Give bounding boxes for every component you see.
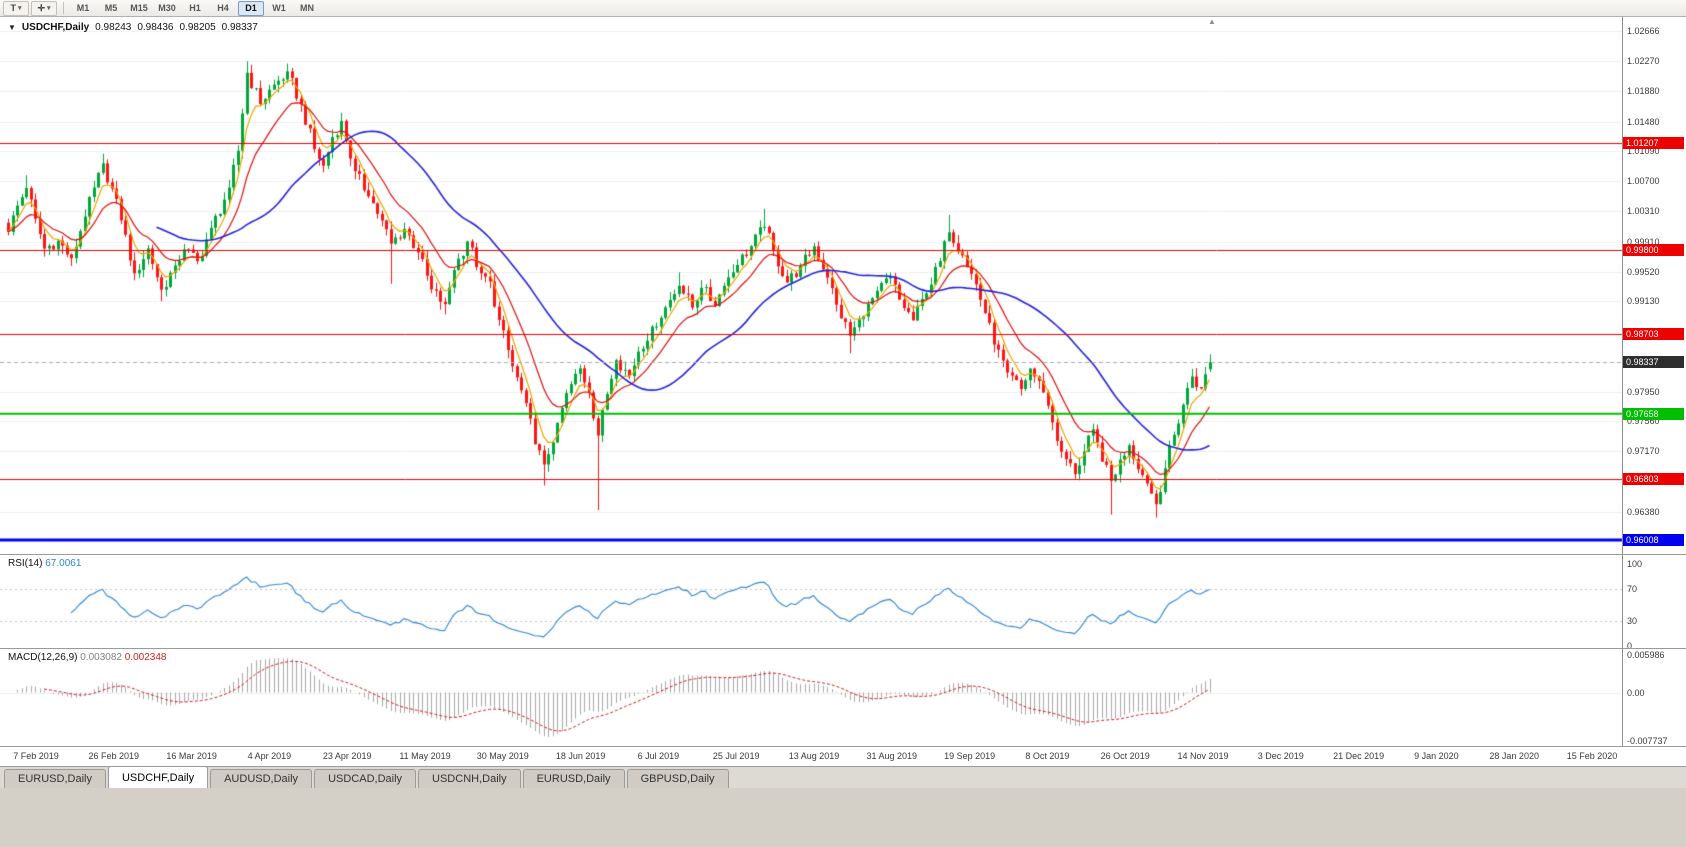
date-tick: 30 May 2019: [476, 751, 529, 761]
timeframe-M5[interactable]: M5: [104, 3, 118, 13]
pane-splitter-rsi[interactable]: [0, 554, 1686, 555]
date-axis: 7 Feb 2019 26 Feb 2019 16 Mar 2019 4 Apr 20…: [0, 748, 1686, 766]
price-axis-tick: 1.00310: [1627, 206, 1660, 217]
macd-axis-tick: 0.00: [1627, 687, 1645, 698]
price-level-label: 0.98703: [1623, 327, 1684, 340]
timeframe-MN[interactable]: MN: [300, 3, 314, 13]
macd-label: MACD(12,26,9) 0.003082 0.002348: [8, 652, 166, 663]
macd-title: MACD(12,26,9): [8, 652, 78, 663]
chart-tabs: EURUSD,Daily USDCHF,Daily AUDUSD,Daily USDC…: [0, 766, 1686, 788]
date-tick: 6 Jul 2019: [637, 751, 680, 761]
crosshair-icon: ✛: [37, 2, 46, 13]
macd-axis-tick: 0.005986: [1627, 649, 1665, 660]
macd-main-value: 0.003082: [80, 652, 122, 663]
chart-tab-usdcnh-4[interactable]: USDCNH,Daily: [418, 769, 521, 788]
date-tick: 8 Oct 2019: [1025, 751, 1070, 761]
symbol-period: USDCHF,Daily: [21, 22, 90, 33]
price-axis-tick: 0.99910: [1627, 236, 1660, 247]
rsi-value: 67.0061: [45, 558, 82, 569]
macd-signal-value: 0.002348: [124, 652, 167, 663]
date-tick: 18 Jun 2019: [555, 751, 606, 761]
templates-button-label: T: [10, 3, 16, 13]
templates-button[interactable]: T ▾: [3, 0, 29, 16]
chart-tab-audusd-2[interactable]: AUDUSD,Daily: [210, 769, 313, 788]
ohlc-close: 0.98337: [221, 22, 258, 33]
rsi-axis-tick: 30: [1627, 616, 1638, 627]
price-axis-border: [1622, 17, 1623, 747]
rsi-axis-tick: 100: [1627, 559, 1643, 569]
price-level-label: 0.97658: [1623, 407, 1684, 420]
one-click-trading-toggle[interactable]: ▼: [8, 23, 16, 32]
date-tick: 19 Sep 2019: [944, 751, 996, 761]
macd-axis-tick: -0.007737: [1627, 735, 1668, 746]
price-axis-tick: 0.97950: [1627, 386, 1660, 397]
timeframe-buttons: M1 M5 M15 M30 H1 H4 D1 W1 MN: [70, 0, 320, 16]
price-axis-tick: 1.00700: [1627, 176, 1660, 187]
chart-tab-eurusd-0[interactable]: EURUSD,Daily: [4, 769, 106, 788]
ohlc-high: 0.98436: [137, 22, 174, 33]
chevron-down-icon: ▾: [17, 5, 22, 12]
price-level-label: 0.96008: [1623, 534, 1684, 546]
current-price-label: 0.98337: [1623, 355, 1684, 368]
date-tick: 7 Feb 2019: [13, 751, 59, 761]
bottom-filler: [0, 788, 1686, 847]
date-tick: 15 Feb 2020: [1566, 751, 1618, 761]
timeframe-H4[interactable]: H4: [217, 3, 229, 13]
date-tick: 25 Jul 2019: [712, 751, 760, 761]
chart-tab-usdchf-1[interactable]: USDCHF,Daily: [107, 766, 209, 788]
price-axis-tick: 0.97560: [1627, 416, 1660, 427]
price-axis-tick: 0.99520: [1627, 266, 1660, 277]
price-axis-tick: 0.97170: [1627, 446, 1660, 457]
ohlc-open: 0.98243: [95, 22, 132, 33]
date-tick: 11 May 2019: [399, 751, 451, 761]
date-tick: 26 Feb 2019: [88, 751, 140, 761]
price-level-label: 1.01207: [1623, 136, 1684, 149]
toolbar-separator: [63, 2, 64, 14]
price-axis-tick: 1.02270: [1627, 56, 1660, 67]
timeframe-D1[interactable]: D1: [238, 0, 264, 16]
rsi-axis-tick: 70: [1627, 583, 1638, 594]
ohlc-low: 0.98205: [179, 22, 216, 33]
date-tick: 14 Nov 2019: [1177, 751, 1229, 761]
date-tick: 31 Aug 2019: [866, 751, 918, 761]
chart-tab-usdcad-3[interactable]: USDCAD,Daily: [314, 769, 417, 788]
price-axis-tick: 1.01090: [1627, 146, 1660, 157]
date-tick: 26 Oct 2019: [1100, 751, 1150, 761]
date-tick: 13 Aug 2019: [788, 751, 840, 761]
price-level-label: 0.99800: [1623, 244, 1684, 257]
timeframe-M1[interactable]: M1: [76, 3, 90, 13]
rsi-axis-tick: 0: [1627, 641, 1633, 651]
price-level-label: 0.96803: [1623, 473, 1684, 486]
chart-tab-gbpusd-6[interactable]: GBPUSD,Daily: [626, 769, 729, 788]
price-axis-tick: 0.99130: [1627, 296, 1660, 307]
timeframe-W1[interactable]: W1: [272, 3, 286, 13]
price-axis-tick: 1.01480: [1627, 116, 1660, 127]
price-axis-tick: 1.01880: [1627, 86, 1660, 97]
date-tick: 23 Apr 2019: [322, 751, 372, 761]
crosshair-tool-button[interactable]: ✛ ▾: [31, 0, 57, 16]
date-tick: 16 Mar 2019: [166, 751, 217, 761]
chevron-down-icon: ▾: [47, 5, 51, 12]
timeframe-M30[interactable]: M30: [158, 3, 176, 13]
price-axis-tick: 1.02666: [1627, 26, 1660, 36]
price-axis-tick: 0.96380: [1627, 506, 1660, 517]
rsi-title: RSI(14): [8, 558, 43, 569]
toolbar: T ▾ ✛ ▾ M1 M5 M15 M30 H1 H4 D1 W1 MN: [0, 0, 1686, 17]
timeframe-H1[interactable]: H1: [189, 3, 201, 13]
date-tick: 28 Jan 2020: [1489, 751, 1539, 761]
date-tick: 9 Jan 2020: [1414, 751, 1459, 761]
date-axis-border: [0, 746, 1686, 747]
date-tick: 21 Dec 2019: [1333, 751, 1385, 761]
date-tick: 3 Dec 2019: [1257, 751, 1304, 761]
chart-header: ▼ USDCHF,Daily 0.98243 0.98436 0.98205 0…: [8, 22, 258, 33]
timeframe-M15[interactable]: M15: [130, 3, 148, 13]
chart-tab-eurusd-5[interactable]: EURUSD,Daily: [522, 769, 625, 788]
rsi-label: RSI(14) 67.0061: [8, 558, 81, 569]
date-tick: 4 Apr 2019: [247, 751, 292, 761]
chart-shift-marker: ▲: [1208, 17, 1216, 26]
pane-splitter-macd[interactable]: [0, 648, 1686, 649]
